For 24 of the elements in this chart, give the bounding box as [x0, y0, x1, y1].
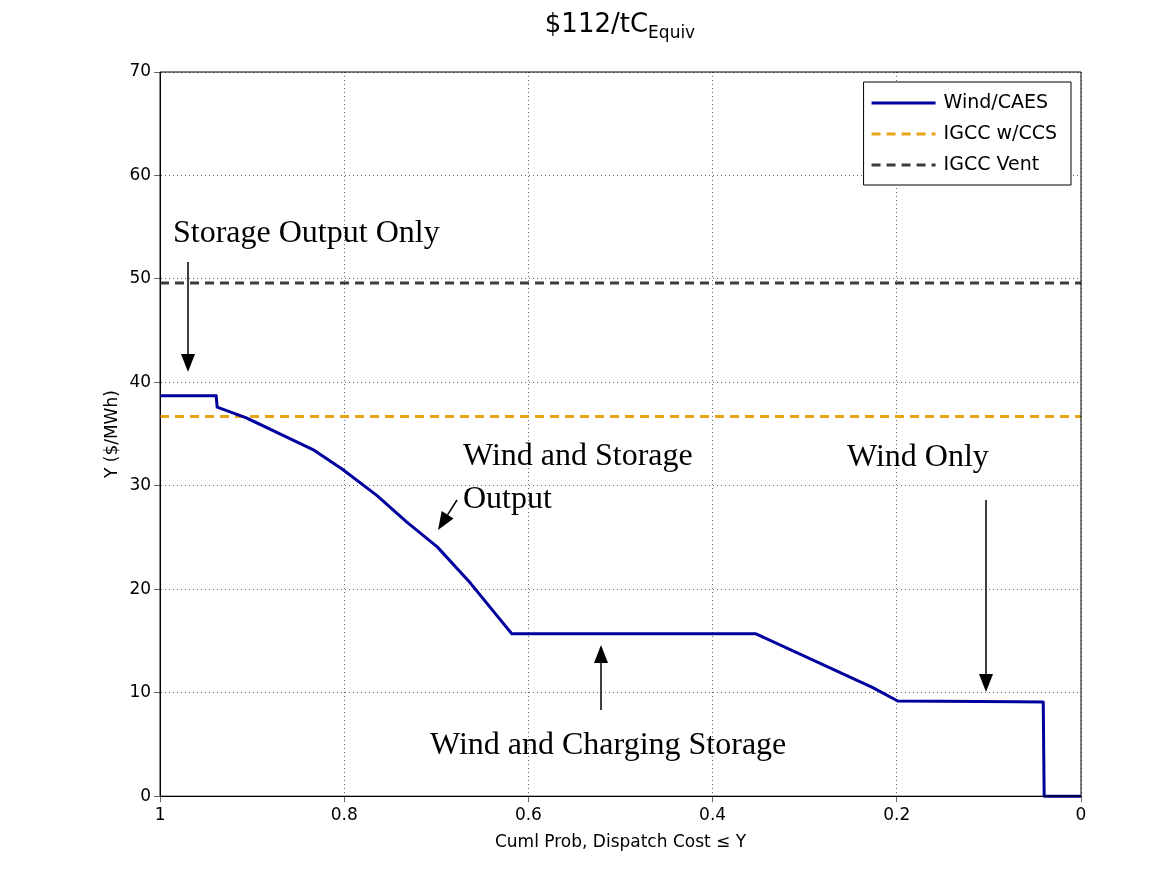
x-tick-label: 0.8 — [330, 803, 358, 824]
legend-label: IGCC Vent — [943, 151, 1040, 174]
y-tick-label: 20 — [129, 577, 152, 598]
y-tick-label: 70 — [129, 60, 152, 81]
y-axis-title: Y ($/MWh) — [100, 390, 121, 480]
legend-label: Wind/CAES — [943, 89, 1049, 112]
x-tick-label: 0.4 — [699, 803, 727, 824]
chart-title: $112/tC$_{Equiv}$ — [543, 8, 697, 43]
y-tick-label: 0 — [140, 784, 152, 805]
y-tick-label: 50 — [129, 267, 152, 288]
annotation: Wind and Storage Output — [463, 435, 694, 517]
y-tick-label: 40 — [129, 370, 152, 391]
y-tick-label: 60 — [129, 163, 152, 184]
x-tick-label: 1 — [154, 803, 166, 824]
y-tick-label: 10 — [129, 681, 152, 702]
annotation: Storage Output Only — [173, 212, 440, 251]
annotation: Wind and Charging Storage — [430, 724, 787, 763]
x-tick-label: 0.2 — [883, 803, 911, 824]
annotation: Wind Only — [847, 436, 989, 475]
x-axis-title: Cuml Prob, Dispatch Cost ≤ Y — [494, 831, 747, 852]
x-tick-label: 0 — [1075, 803, 1087, 824]
y-tick-label: 30 — [129, 474, 152, 495]
legend-label: IGCC w/CCS — [943, 120, 1057, 143]
x-tick-label: 0.6 — [514, 803, 542, 824]
